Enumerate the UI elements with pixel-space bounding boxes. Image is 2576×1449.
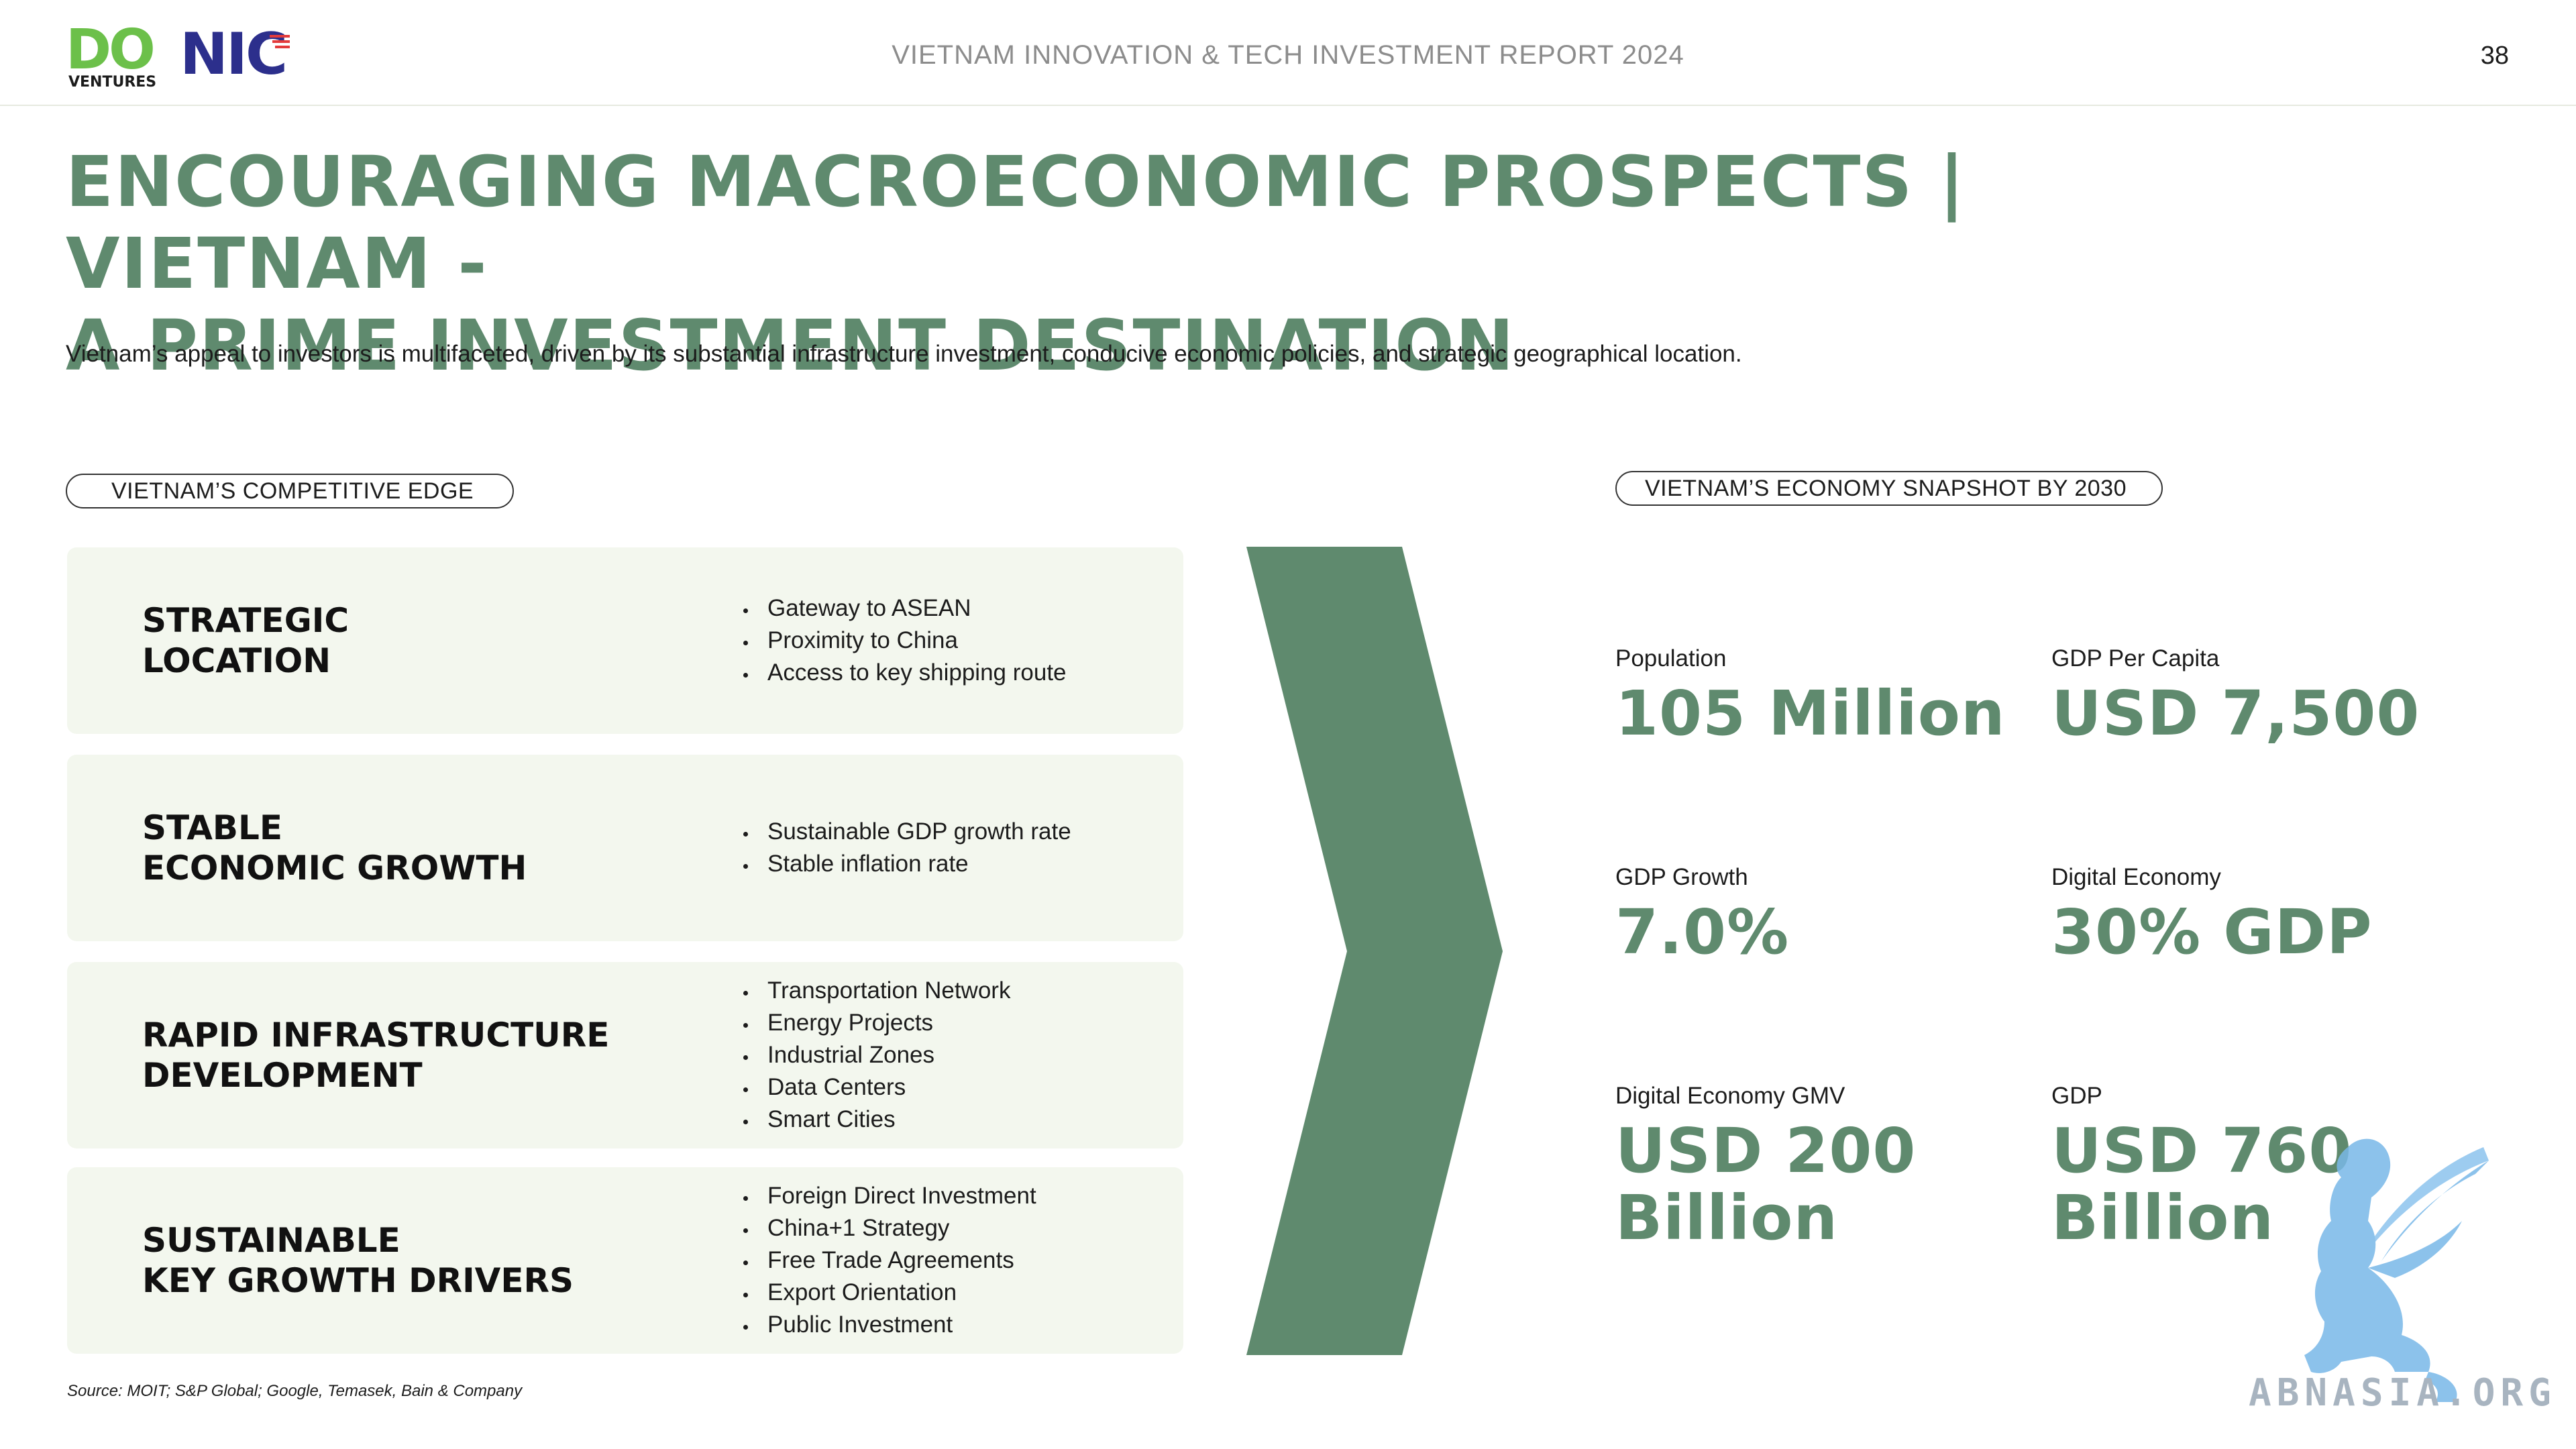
stat-gdp-growth: GDP Growth 7.0%	[1615, 864, 2045, 966]
edge-card-title-line-2: DEVELOPMENT	[142, 1056, 423, 1095]
stat-label: Population	[1615, 645, 1727, 672]
edge-card-point: China+1 Strategy	[743, 1212, 1036, 1244]
report-title: VIETNAM INNOVATION & TECH INVESTMENT REP…	[892, 40, 1684, 70]
edge-card-growth-drivers: SUSTAINABLE KEY GROWTH DRIVERS Foreign D…	[67, 1167, 1183, 1354]
edge-card-points: Transportation Network Energy Projects I…	[743, 962, 1010, 1148]
stat-value-line-2: Billion	[1615, 1182, 1838, 1254]
stat-label: Digital Economy GMV	[1615, 1083, 1845, 1109]
edge-card-title-line-1: SUSTAINABLE	[142, 1221, 400, 1260]
edge-card-title-line-1: RAPID INFRASTRUCTURE	[142, 1016, 610, 1055]
edge-card-point: Data Centers	[743, 1071, 1010, 1104]
edge-card-point: Public Investment	[743, 1309, 1036, 1341]
stat-value-line-2: Billion	[2051, 1182, 2274, 1254]
do-ventures-logo-mark: DO	[66, 18, 156, 82]
stat-gdp-per-capita: GDP Per Capita USD 7,500	[2051, 645, 2481, 747]
page-number: 38	[2480, 42, 2509, 70]
stat-value: USD 7,500	[2051, 680, 2481, 747]
page-title-line-2: A PRIME INVESTMENT DESTINATION	[66, 305, 1515, 386]
edge-card-point: Gateway to ASEAN	[743, 592, 1067, 625]
do-ventures-logo: DO VENTURES	[66, 18, 157, 91]
edge-card-point: Proximity to China	[743, 625, 1067, 657]
edge-card-title: STABLE ECONOMIC GROWTH	[142, 755, 527, 941]
stat-value-line-1: USD 200	[1615, 1115, 1917, 1187]
page-header: DO VENTURES NIC VIETNAM INNOVATION & TEC…	[0, 0, 2576, 106]
edge-card-point: Stable inflation rate	[743, 848, 1071, 880]
edge-card-title-line-2: ECONOMIC GROWTH	[142, 849, 527, 888]
edge-card-points: Gateway to ASEAN Proximity to China Acce…	[743, 547, 1067, 734]
competitive-edge-label: VIETNAM’S COMPETITIVE EDGE	[66, 474, 514, 508]
edge-card-title-line-2: KEY GROWTH DRIVERS	[142, 1261, 574, 1300]
edge-card-title: SUSTAINABLE KEY GROWTH DRIVERS	[142, 1167, 574, 1354]
stat-digital-economy-gmv: Digital Economy GMV USD 200 Billion	[1615, 1083, 2045, 1252]
nic-logo: NIC	[180, 25, 294, 86]
source-note: Source: MOIT; S&P Global; Google, Temase…	[67, 1382, 523, 1400]
watermark-text: ABNASIA.ORG	[2249, 1371, 2557, 1415]
stat-population: Population 105 Million	[1615, 645, 2045, 747]
edge-card-point: Sustainable GDP growth rate	[743, 816, 1071, 848]
page-title: ENCOURAGING MACROECONOMIC PROSPECTS | VI…	[66, 141, 2279, 386]
edge-card-point: Foreign Direct Investment	[743, 1180, 1036, 1212]
economy-snapshot-label: VIETNAM’S ECONOMY SNAPSHOT BY 2030	[1615, 471, 2163, 506]
stat-label: GDP	[2051, 1083, 2102, 1109]
chevron-arrow-icon	[1246, 547, 1503, 1355]
edge-card-title-line-1: STABLE	[142, 808, 283, 847]
edge-card-point: Export Orientation	[743, 1277, 1036, 1309]
edge-card-title-line-1: STRATEGIC	[142, 601, 350, 640]
stat-value: 7.0%	[1615, 899, 2045, 966]
do-ventures-logo-subtext: VENTURES	[68, 74, 157, 91]
edge-card-infrastructure: RAPID INFRASTRUCTURE DEVELOPMENT Transpo…	[67, 962, 1183, 1148]
edge-card-economic-growth: STABLE ECONOMIC GROWTH Sustainable GDP g…	[67, 755, 1183, 941]
edge-card-point: Energy Projects	[743, 1007, 1010, 1039]
stat-value-line-1: 105 Million	[1615, 678, 2006, 749]
griffin-watermark-icon	[2304, 1138, 2489, 1402]
stat-label: GDP Per Capita	[2051, 645, 2220, 672]
stat-gdp: GDP USD 760 Billion	[2051, 1083, 2481, 1252]
stat-digital-economy: Digital Economy 30% GDP	[2051, 864, 2481, 966]
edge-card-title: STRATEGIC LOCATION	[142, 547, 349, 734]
stat-label: GDP Growth	[1615, 864, 1748, 890]
edge-card-point: Smart Cities	[743, 1104, 1010, 1136]
stat-value: 105 Million	[1615, 680, 2045, 747]
stat-value: USD 760 Billion	[2051, 1118, 2481, 1252]
stat-value: USD 200 Billion	[1615, 1118, 2045, 1252]
stat-value-line-1: 30% GDP	[2051, 896, 2373, 968]
edge-card-point: Access to key shipping route	[743, 657, 1067, 689]
edge-card-title-line-2: LOCATION	[142, 641, 331, 680]
edge-card-point: Industrial Zones	[743, 1039, 1010, 1071]
edge-card-points: Sustainable GDP growth rate Stable infla…	[743, 755, 1071, 941]
stat-label: Digital Economy	[2051, 864, 2221, 890]
edge-card-point: Transportation Network	[743, 975, 1010, 1007]
edge-card-title: RAPID INFRASTRUCTURE DEVELOPMENT	[142, 962, 609, 1148]
edge-card-strategic-location: STRATEGIC LOCATION Gateway to ASEAN Prox…	[67, 547, 1183, 734]
edge-card-points: Foreign Direct Investment China+1 Strate…	[743, 1167, 1036, 1354]
stat-value-line-1: USD 760	[2051, 1115, 2353, 1187]
page-title-line-1: ENCOURAGING MACROECONOMIC PROSPECTS | VI…	[66, 141, 1966, 305]
edge-card-point: Free Trade Agreements	[743, 1244, 1036, 1277]
nic-logo-stripes-icon	[270, 35, 290, 48]
stat-value-line-1: USD 7,500	[2051, 678, 2420, 749]
stat-value: 30% GDP	[2051, 899, 2481, 966]
intro-text: Vietnam’s appeal to investors is multifa…	[66, 341, 1742, 367]
stat-value-line-1: 7.0%	[1615, 896, 1790, 968]
